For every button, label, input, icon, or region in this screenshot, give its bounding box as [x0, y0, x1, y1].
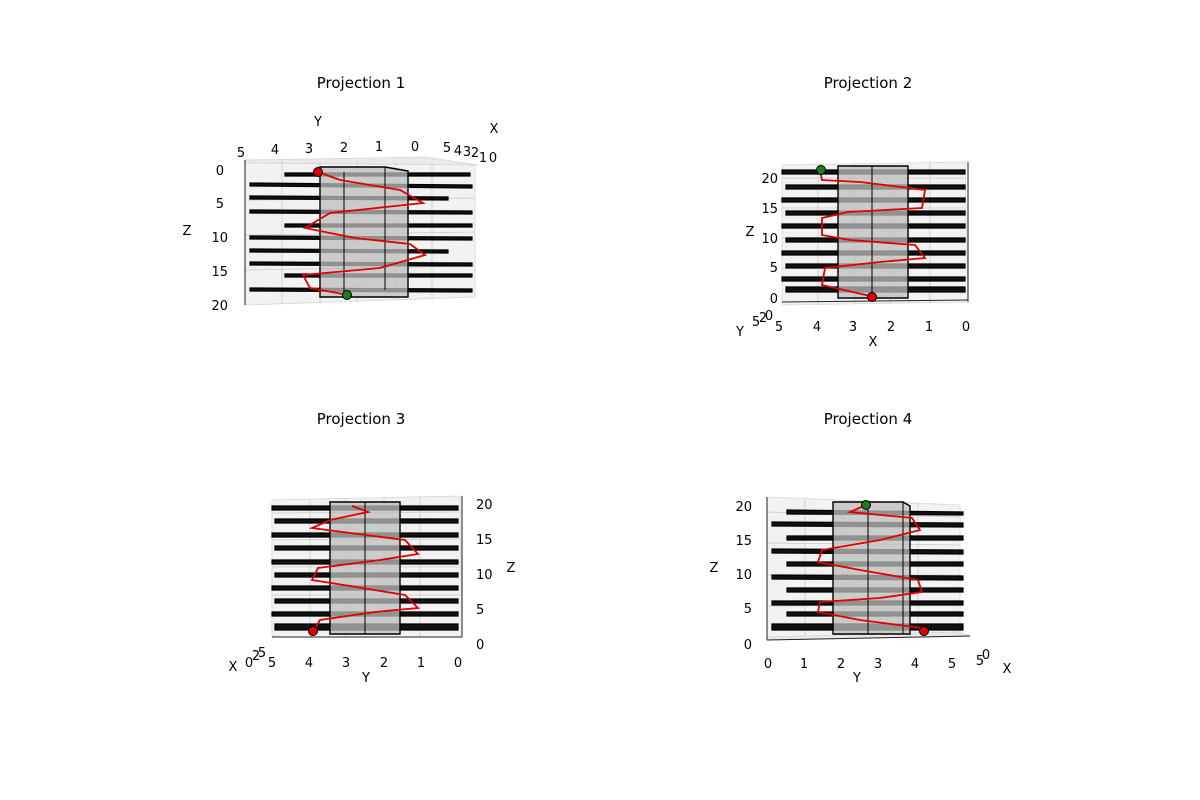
projection-2-z-tick: 5 — [770, 261, 778, 276]
projection-1-y-label: Y — [313, 115, 322, 130]
projection-1-y-tick: 2 — [340, 141, 348, 156]
projection-1-x-tick: 5 — [443, 141, 451, 156]
projection-3-path — [308, 505, 420, 633]
projection-2-x-tick: 3 — [849, 320, 857, 335]
projection-1-x-tick: 1 — [479, 151, 487, 166]
subplot-projection-4: Projection 4 — [710, 410, 1012, 686]
projection-1-z-tick: 20 — [211, 299, 228, 314]
subplot-projection-3: Projection 3 0 — [229, 410, 516, 686]
projection-4-z-tick: 10 — [735, 568, 752, 583]
projection-1-z-label: Z — [183, 224, 192, 239]
projection-1-end-marker — [342, 290, 352, 300]
projection-4-z-label: Z — [710, 561, 719, 576]
projection-1-x-tick: 2 — [471, 146, 479, 161]
projection-1-x-tick: 3 — [463, 145, 471, 160]
projection-4-x-tick: 5 — [976, 654, 984, 669]
projection-3-z-label: Z — [507, 561, 516, 576]
projection-1-x-label: X — [490, 122, 499, 137]
projection-4-y-tick: 2 — [837, 657, 845, 672]
projection-4-y-axis-line — [766, 635, 971, 641]
projection-2-z-tick: 0 — [770, 292, 778, 307]
projection-4-end-marker — [861, 500, 871, 510]
projection-4-y-tick: 3 — [874, 657, 882, 672]
projection-1-z-tick: 0 — [216, 164, 224, 179]
projection-1-y-tick: 1 — [375, 140, 383, 155]
subplot-projection-2: Projection 2 — [735, 74, 970, 350]
projection-3-x-tick: 2 — [252, 649, 260, 664]
projection-3-y-tick: 2 — [380, 656, 388, 671]
projection-2-x-tick: 5 — [775, 320, 783, 335]
projection-2-x-tick: 1 — [925, 320, 933, 335]
projection-4-start-marker — [919, 626, 929, 636]
projection-1-x-tick: 0 — [489, 151, 497, 166]
projection-4-column — [832, 501, 911, 635]
projection-2-y-label: Y — [735, 325, 744, 340]
projection-4-path — [816, 504, 925, 632]
projection-3-x-label: X — [229, 660, 238, 675]
projection-2-x-tick: 4 — [813, 320, 821, 335]
projection-3-x-tick: 0 — [245, 656, 253, 671]
projection-1-start-marker — [313, 167, 323, 177]
projection-4-z-tick: 0 — [744, 638, 752, 653]
projection-4-x-tick: 0 — [982, 648, 990, 663]
projection-2-z-tick: 15 — [761, 202, 778, 217]
projection-3-z-tick: 15 — [476, 533, 493, 548]
projection-2-path — [819, 169, 927, 297]
projection-4-y-tick: 4 — [911, 657, 919, 672]
projection-3-y-tick: 3 — [342, 656, 350, 671]
projection-2-x-tick: 2 — [887, 320, 895, 335]
projection-2-start-marker — [867, 292, 877, 302]
projection-4-z-tick: 5 — [744, 602, 752, 617]
projection-1-z-tick: 15 — [211, 265, 228, 280]
projection-2-y-tick: 2 — [759, 311, 767, 326]
projection-2-x-tick: 0 — [962, 320, 970, 335]
projection-1-path — [301, 171, 428, 296]
projection-2-y-tick: 5 — [752, 315, 760, 330]
projection-2-z-tick: 10 — [761, 232, 778, 247]
projection-4-y-tick: 1 — [800, 657, 808, 672]
projection-4-y-tick: 0 — [764, 657, 772, 672]
projection-1-y-tick: 5 — [237, 146, 245, 161]
projection-4-title: Projection 4 — [824, 410, 912, 428]
projection-1-y-tick: 4 — [271, 143, 279, 158]
projection-2-title: Projection 2 — [824, 74, 912, 92]
projection-1-z-tick: 5 — [216, 197, 224, 212]
projection-3-x-tick: 5 — [258, 646, 266, 661]
projection-3-z-tick: 10 — [476, 568, 493, 583]
projection-4-z-tick: 15 — [735, 534, 752, 549]
projection-2-end-marker — [816, 165, 826, 175]
projection-4-x-label: X — [1003, 662, 1012, 677]
projection-3-y-tick: 4 — [305, 656, 313, 671]
projection-3-y-tick: 0 — [454, 656, 462, 671]
projection-4-y-tick: 5 — [948, 657, 956, 672]
subplot-projection-1: Projection 1 — [183, 74, 499, 314]
projection-1-x-tick: 4 — [454, 144, 462, 159]
projection-1-y-tick: 0 — [411, 140, 419, 155]
projection-1-z-tick: 10 — [211, 231, 228, 246]
projection-3-z-tick: 20 — [476, 498, 493, 513]
projection-3-y-tick: 1 — [417, 656, 425, 671]
projection-3-z-tick: 5 — [476, 603, 484, 618]
projection-3-y-label: Y — [361, 671, 370, 686]
projection-4-z-tick: 20 — [735, 500, 752, 515]
projection-3-z-tick: 0 — [476, 638, 484, 653]
projection-3-title: Projection 3 — [317, 410, 405, 428]
projection-1-column — [319, 166, 409, 298]
projection-2-z-label: Z — [746, 225, 755, 240]
projection-1-title: Projection 1 — [317, 74, 405, 92]
projection-2-y-tick: 0 — [765, 309, 773, 324]
projection-3-start-marker — [308, 626, 318, 636]
projection-4-y-label: Y — [852, 671, 861, 686]
projection-1-y-tick: 3 — [305, 142, 313, 157]
projection-2-z-tick: 20 — [761, 172, 778, 187]
projection-3-y-tick: 5 — [268, 656, 276, 671]
projection-2-x-label: X — [869, 335, 878, 350]
